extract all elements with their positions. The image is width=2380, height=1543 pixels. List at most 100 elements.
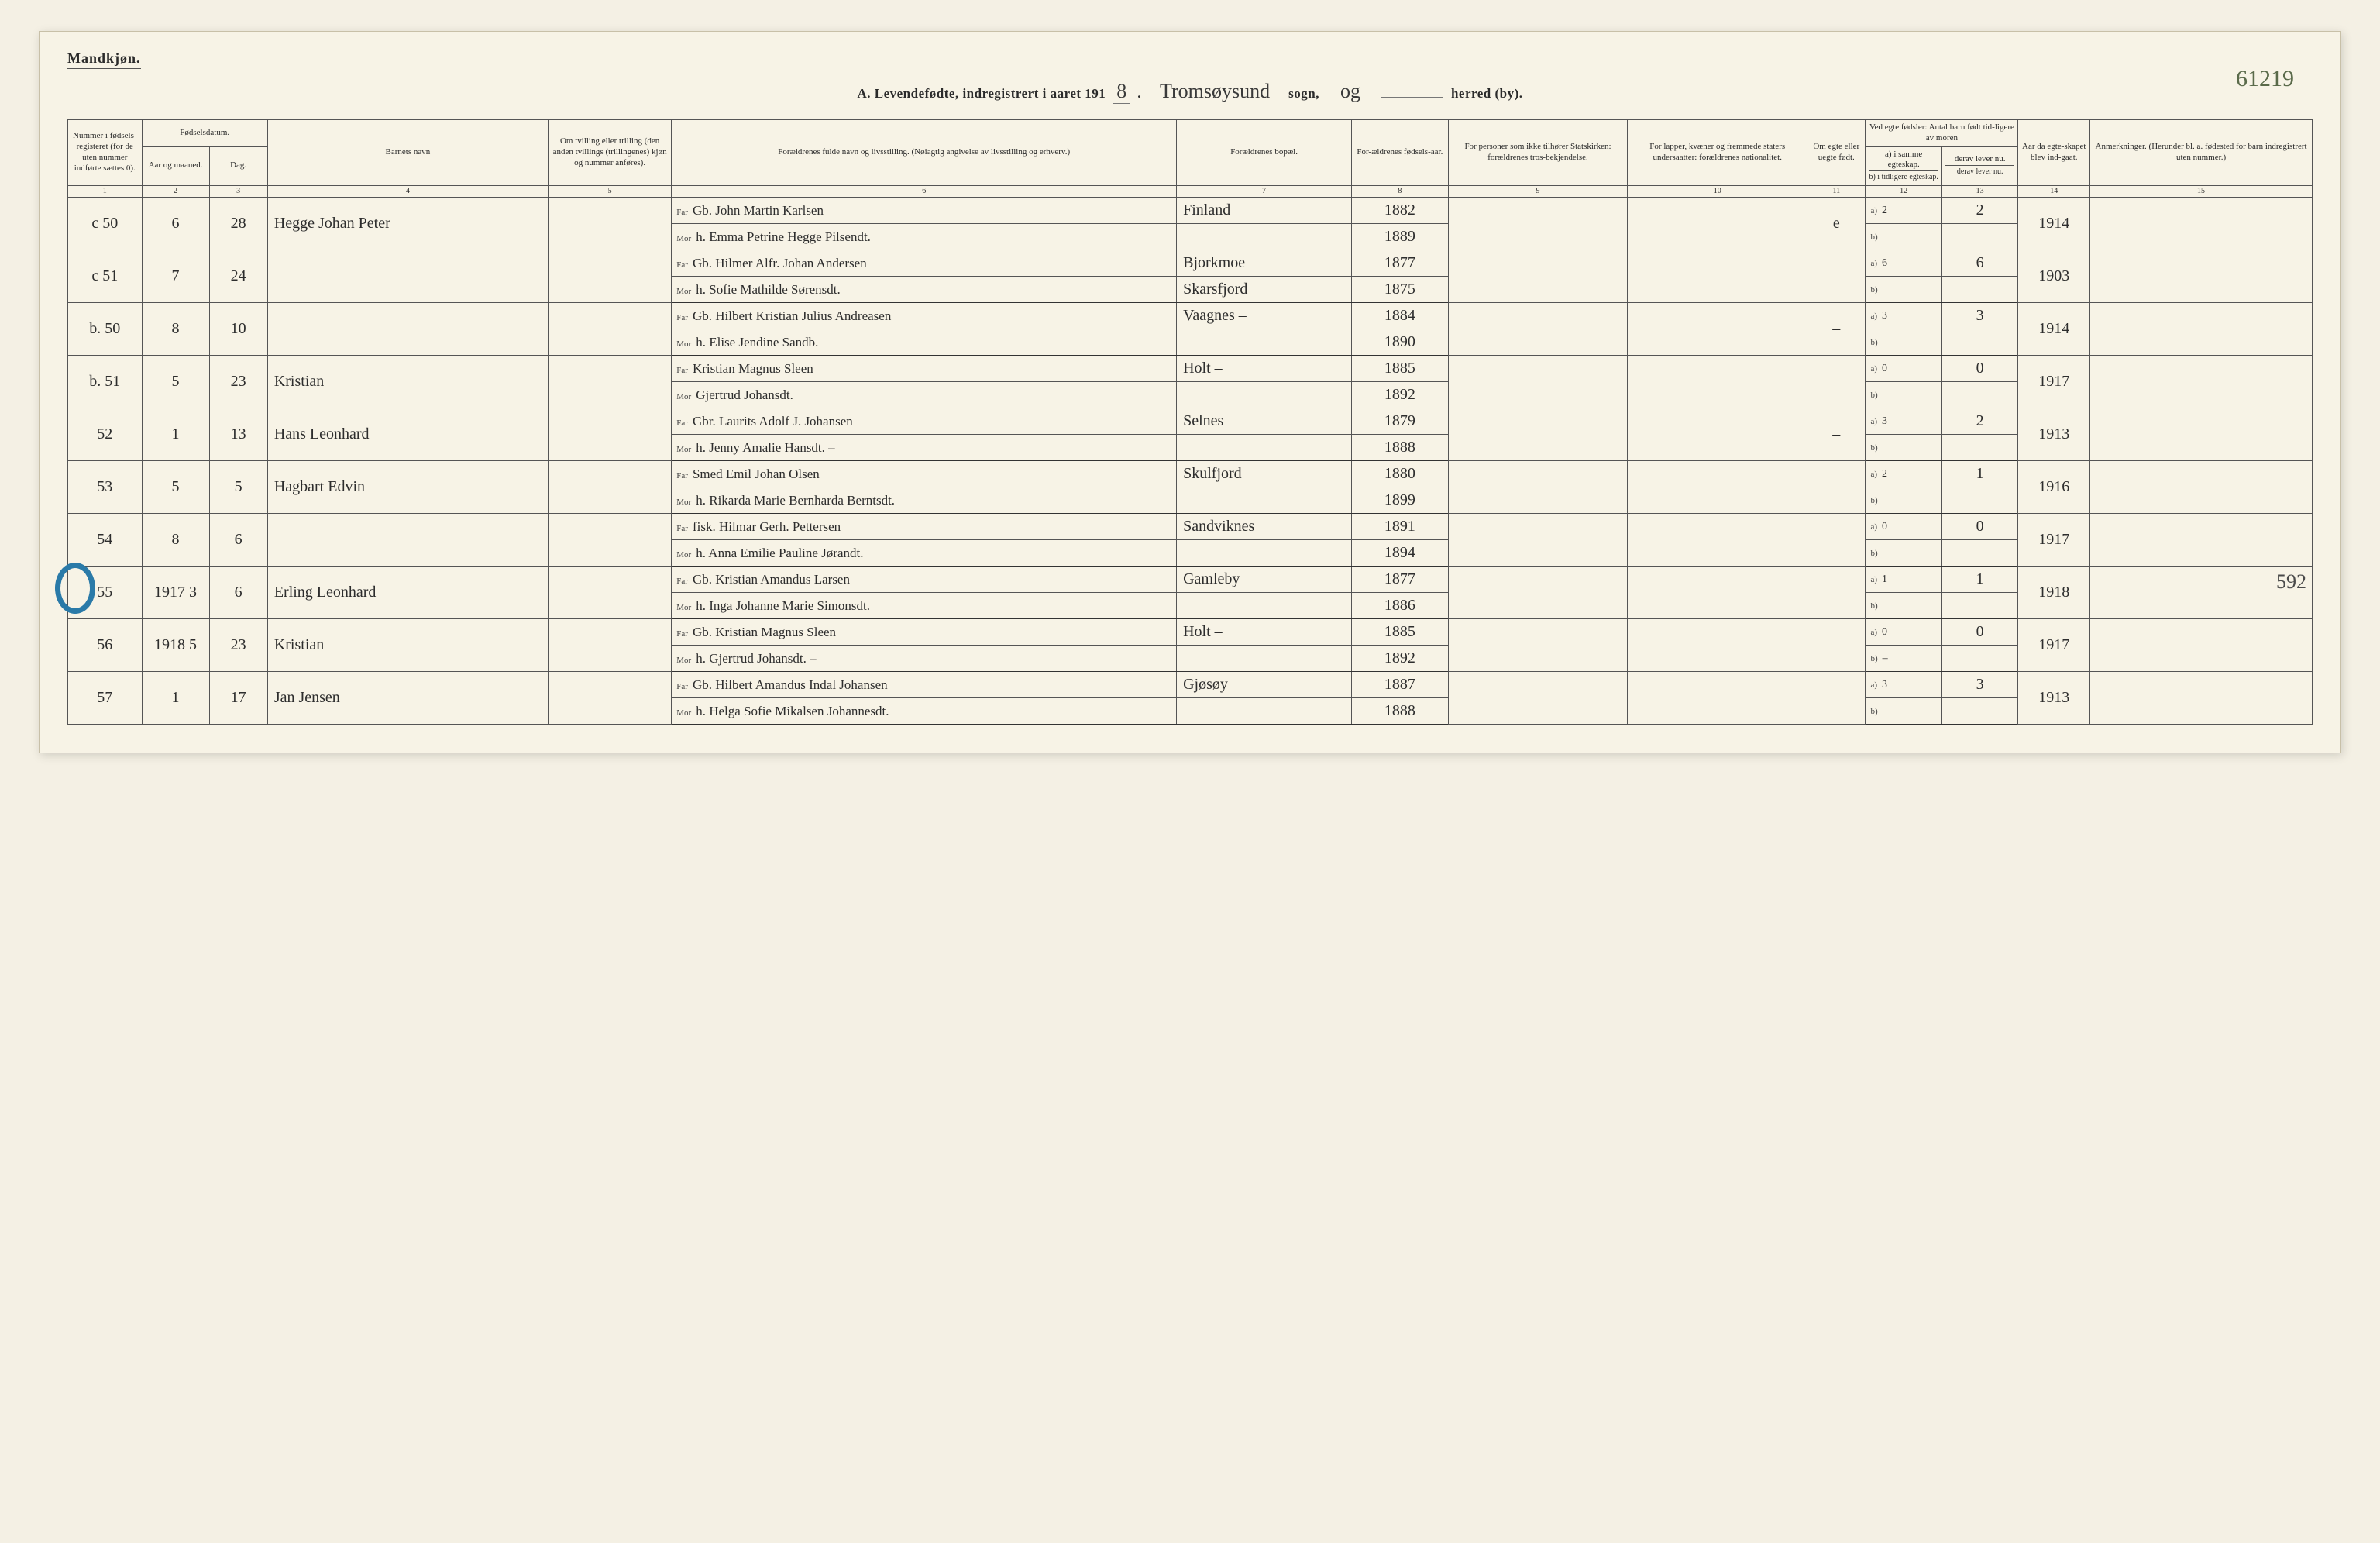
marriage-year: 1913	[2018, 408, 2090, 461]
religion	[1448, 198, 1628, 250]
colnum-15: 15	[2090, 185, 2313, 198]
children-prev: b)	[1866, 540, 1941, 567]
children-living-b	[1941, 435, 2017, 461]
children-prev: b)	[1866, 277, 1941, 303]
col-3-header: Dag.	[209, 146, 267, 185]
religion	[1448, 303, 1628, 356]
birth-day: 28	[209, 198, 267, 250]
colnum-14: 14	[2018, 185, 2090, 198]
children-same: a)3	[1866, 408, 1941, 435]
religion	[1448, 567, 1628, 619]
residence-mother	[1177, 329, 1352, 356]
stamp-circle-icon	[55, 563, 95, 614]
religion	[1448, 408, 1628, 461]
reg-number: 57	[68, 672, 143, 725]
legitimate: –	[1807, 250, 1866, 303]
table-row: c 50628Hegge Johan PeterFarGb. John Mart…	[68, 198, 2313, 224]
residence-father: Gamleby –	[1177, 567, 1352, 593]
birth-day: 6	[209, 514, 267, 567]
mother-birthyear: 1899	[1352, 487, 1449, 514]
father-birthyear: 1879	[1352, 408, 1449, 435]
twin-info	[548, 461, 671, 514]
legitimate: –	[1807, 408, 1866, 461]
birth-month: 1917 3	[142, 567, 209, 619]
residence-mother	[1177, 224, 1352, 250]
blank-field	[1381, 82, 1443, 98]
children-living: 2	[1941, 198, 2017, 224]
table-row: 5486Farfisk. Hilmar Gerh. PettersenSandv…	[68, 514, 2313, 540]
twin-info	[548, 619, 671, 672]
title-prefix: A. Levendefødte, indregistrert i aaret 1…	[857, 86, 1106, 102]
col-8-header: For-ældrenes fødsels-aar.	[1352, 120, 1449, 186]
reg-number: b. 51	[68, 356, 143, 408]
nationality	[1628, 567, 1807, 619]
nationality	[1628, 672, 1807, 725]
nationality	[1628, 303, 1807, 356]
remarks	[2090, 408, 2313, 461]
birth-day: 6	[209, 567, 267, 619]
father-birthyear: 1891	[1352, 514, 1449, 540]
father-name: FarGbr. Laurits Adolf J. Johansen	[672, 408, 1177, 435]
father-name: FarGb. Hilbert Kristian Julius Andreasen	[672, 303, 1177, 329]
col-5-header: Om tvilling eller trilling (den anden tv…	[548, 120, 671, 186]
nationality	[1628, 250, 1807, 303]
legitimate	[1807, 461, 1866, 514]
residence-father: Bjorkmoe	[1177, 250, 1352, 277]
children-living-b	[1941, 646, 2017, 672]
remarks	[2090, 461, 2313, 514]
table-row: b. 50810FarGb. Hilbert Kristian Julius A…	[68, 303, 2313, 329]
children-living: 3	[1941, 303, 2017, 329]
father-name: FarGb. Hilbert Amandus Indal Johansen	[672, 672, 1177, 698]
mother-name: Morh. Emma Petrine Hegge Pilsendt.	[672, 224, 1177, 250]
nationality	[1628, 198, 1807, 250]
twin-info	[548, 408, 671, 461]
children-living: 0	[1941, 514, 2017, 540]
table-row: 561918 523KristianFarGb. Kristian Magnus…	[68, 619, 2313, 646]
archive-number: 61219	[2236, 66, 2294, 92]
children-living: 0	[1941, 356, 2017, 382]
residence-mother	[1177, 382, 1352, 408]
reg-number: 53	[68, 461, 143, 514]
reg-number: 56	[68, 619, 143, 672]
nationality	[1628, 514, 1807, 567]
mother-name: Morh. Rikarda Marie Bernharda Berntsdt.	[672, 487, 1177, 514]
religion	[1448, 356, 1628, 408]
child-name: Hagbart Edvin	[267, 461, 548, 514]
col-10-header: For lapper, kvæner og fremmede staters u…	[1628, 120, 1807, 186]
col-2-header: Aar og maaned.	[142, 146, 209, 185]
residence-mother	[1177, 435, 1352, 461]
residence-mother	[1177, 540, 1352, 567]
colnum-4: 4	[267, 185, 548, 198]
margin-note: 592	[2276, 570, 2306, 594]
mother-birthyear: 1886	[1352, 593, 1449, 619]
remarks	[2090, 250, 2313, 303]
residence-mother: Skarsfjord	[1177, 277, 1352, 303]
colnum-5: 5	[548, 185, 671, 198]
child-name: Kristian	[267, 356, 548, 408]
mother-birthyear: 1888	[1352, 698, 1449, 725]
birth-day: 23	[209, 356, 267, 408]
children-living: 0	[1941, 619, 2017, 646]
remarks	[2090, 356, 2313, 408]
mother-name: Morh. Helga Sofie Mikalsen Johannesdt.	[672, 698, 1177, 725]
twin-info	[548, 672, 671, 725]
reg-number: c 51	[68, 250, 143, 303]
sogn-handwritten: Tromsøysund	[1149, 80, 1281, 105]
children-living: 6	[1941, 250, 2017, 277]
mother-name: Morh. Anna Emilie Pauline Jørandt.	[672, 540, 1177, 567]
marriage-year: 1917	[2018, 514, 2090, 567]
twin-info	[548, 514, 671, 567]
col-1-header: Nummer i fødsels-registeret (for de uten…	[68, 120, 143, 186]
mother-birthyear: 1894	[1352, 540, 1449, 567]
residence-father: Skulfjord	[1177, 461, 1352, 487]
children-living: 1	[1941, 461, 2017, 487]
col-13-header: derav lever nu. derav lever nu.	[1941, 146, 2017, 185]
birth-month: 5	[142, 461, 209, 514]
children-living-b	[1941, 329, 2017, 356]
child-name	[267, 514, 548, 567]
father-birthyear: 1882	[1352, 198, 1449, 224]
residence-father: Sandviknes	[1177, 514, 1352, 540]
title-year-suffix: 8	[1113, 80, 1130, 104]
marriage-year: 1917	[2018, 619, 2090, 672]
col-14-header: Aar da egte-skapet blev ind-gaat.	[2018, 120, 2090, 186]
